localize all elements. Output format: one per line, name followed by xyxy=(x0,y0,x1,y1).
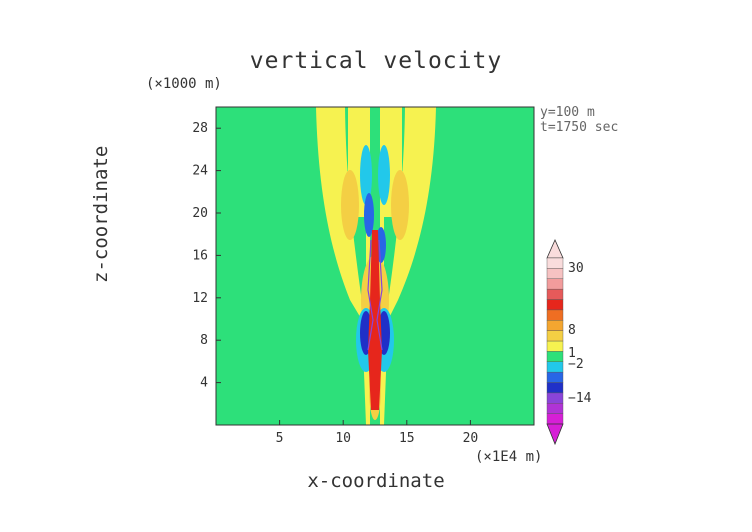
plot-frame xyxy=(215,106,535,426)
colorbar-cell xyxy=(546,288,564,300)
colorbar-label: 8 xyxy=(568,323,576,338)
colorbar-cell xyxy=(546,340,564,352)
region-moderate-positive-left xyxy=(341,170,359,240)
colorbar-cell xyxy=(546,361,564,373)
region-strong-positive-core xyxy=(368,230,382,410)
colorbar-cell xyxy=(546,257,564,269)
colorbar-label: 1 xyxy=(568,346,576,361)
y-tick-label: 24 xyxy=(192,164,208,179)
x-tick-label: 20 xyxy=(463,431,479,446)
colorbar-cell xyxy=(546,351,564,362)
y-tick-label: 12 xyxy=(192,291,208,306)
region-core-outline xyxy=(367,239,383,351)
colorbar-top-arrow xyxy=(546,239,564,259)
region-negative-upper-left xyxy=(364,193,374,237)
y-tick-label: 8 xyxy=(200,333,208,348)
colorbar: 30 8 1−2 −14 xyxy=(546,239,592,446)
colorbar-cell xyxy=(546,413,564,425)
colorbar-cell xyxy=(546,392,564,404)
colorbar-cell xyxy=(546,320,564,331)
y-tick-label: 28 xyxy=(192,121,208,136)
plot-area xyxy=(216,107,534,425)
x-ticks: 5 10 15 20 xyxy=(276,420,479,446)
y-tick-label: 20 xyxy=(192,206,208,221)
x-axis-unit: (×1E4 m) xyxy=(475,449,543,465)
colorbar-label: −14 xyxy=(568,391,592,406)
colorbar-label: 30 xyxy=(568,261,584,276)
colorbar-cell xyxy=(546,371,564,383)
y-ticks: 4 8 12 16 20 24 28 xyxy=(192,121,221,391)
annotation-time: t=1750 sec xyxy=(540,120,619,135)
colorbar-cell xyxy=(546,382,564,394)
y-tick-label: 16 xyxy=(192,248,208,263)
region-moderate-positive-right xyxy=(391,170,409,240)
y-tick-label: 4 xyxy=(200,376,208,391)
x-tick-label: 5 xyxy=(276,431,284,446)
colorbar-cell xyxy=(546,330,564,342)
colorbar-cell xyxy=(546,299,564,311)
chart-title: vertical velocity xyxy=(249,48,503,74)
colorbar-label: −2 xyxy=(568,357,584,372)
x-tick-label: 15 xyxy=(399,431,415,446)
colorbar-cell xyxy=(546,268,564,279)
region-weak-negative-upper-left xyxy=(360,145,372,205)
region-weak-negative-upper-right xyxy=(378,145,390,205)
colorbar-bottom-arrow xyxy=(546,423,564,446)
colorbar-cell xyxy=(546,403,564,414)
colorbar-cell xyxy=(546,309,564,321)
x-axis-label: x-coordinate xyxy=(307,470,445,492)
y-axis-unit: (×1000 m) xyxy=(146,76,222,92)
colorbar-cell xyxy=(546,278,564,290)
annotation-y: y=100 m xyxy=(540,105,595,120)
x-tick-label: 10 xyxy=(335,431,351,446)
